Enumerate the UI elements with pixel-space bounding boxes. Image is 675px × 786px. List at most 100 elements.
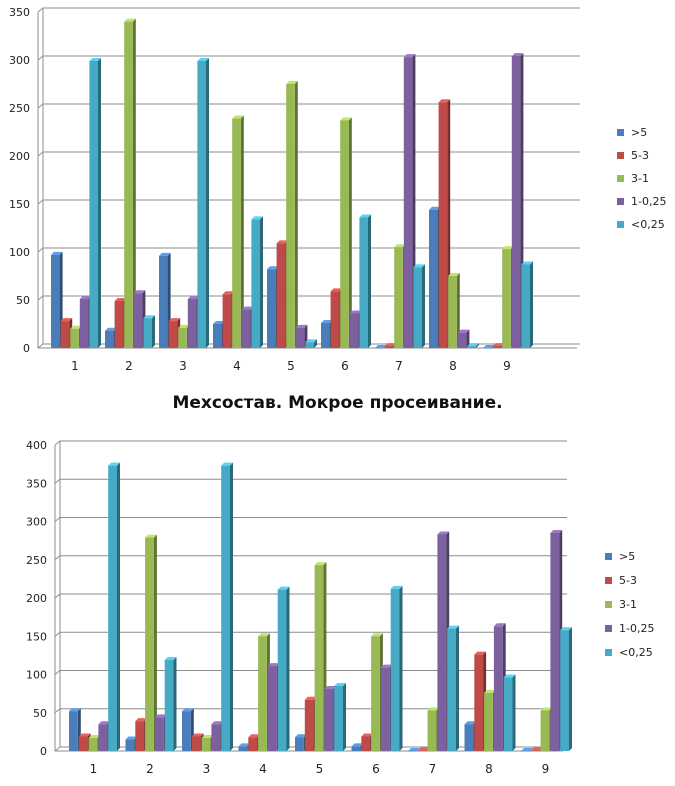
chart2-bar (295, 734, 307, 751)
chart1-bar (375, 345, 387, 349)
chart2-legend-swatch (605, 577, 612, 584)
chart1-legend-swatch (617, 175, 624, 182)
chart1-bar (124, 18, 136, 348)
chart1-gridline (37, 199, 580, 205)
chart2-bar (258, 633, 270, 751)
chart2-bar (390, 585, 403, 751)
chart1-ytick-label: 0 (23, 342, 30, 355)
chart1-legend-swatch (617, 198, 624, 205)
chart2-bar (98, 721, 111, 751)
chart1-legend-label: >5 (631, 126, 647, 139)
chart1-bar (251, 216, 263, 348)
chart2-bar (211, 721, 224, 751)
chart2-gridline (54, 708, 567, 714)
chart2-bar (437, 531, 450, 751)
chart2-bar (108, 462, 120, 751)
chart1-bar (483, 345, 495, 349)
chart1-bar (286, 81, 298, 348)
chart1-bar (457, 329, 470, 348)
chart2-ytick-label: 150 (26, 630, 47, 643)
chart2-gridline (54, 593, 567, 599)
chart2-bar (145, 534, 157, 751)
chart2-gridline (54, 670, 567, 675)
chart2-legend-label: <0,25 (619, 646, 653, 659)
chart2-bar (164, 656, 177, 751)
chart1-bar (340, 117, 352, 348)
chart2-xtick-label: 6 (372, 762, 380, 776)
chart2-bar (324, 686, 337, 751)
chart2-legend-swatch (605, 625, 612, 632)
chart1-ytick-label: 350 (9, 6, 30, 19)
chart2-bar (248, 734, 261, 751)
chart2-bar (493, 623, 506, 751)
chart1-xtick-label: 9 (503, 359, 511, 373)
chart2-bar (154, 714, 167, 751)
chart2-ytick-label: 50 (33, 707, 47, 720)
chart2-bar (69, 708, 81, 751)
chart2-ytick-label: 400 (26, 439, 47, 452)
chart2-bar (408, 748, 420, 752)
chart2-bar (361, 733, 374, 751)
chart2-xtick-label: 3 (203, 762, 211, 776)
chart2-bar (427, 707, 440, 751)
chart1-gridline (37, 55, 580, 61)
chart2-gridline (54, 631, 567, 637)
chart1-ytick-label: 50 (16, 294, 30, 307)
chart1-bar (359, 214, 371, 348)
chart1-bar (467, 343, 479, 348)
chart2-legend-swatch (605, 553, 612, 560)
chart1-gridline (37, 151, 580, 157)
chart2-bar (182, 708, 194, 751)
chart2-ytick-label: 100 (26, 669, 47, 682)
chart1-ytick-label: 300 (9, 54, 30, 67)
chart2-legend-label: 3-1 (619, 598, 637, 611)
chart1-bar (232, 115, 244, 348)
chart2-ytick-label: 250 (26, 554, 47, 567)
chart2-bar (277, 586, 290, 751)
chart2-legend-label: 1-0,25 (619, 622, 654, 635)
chart2-xtick-label: 5 (316, 762, 324, 776)
chart2-xtick-label: 1 (90, 762, 98, 776)
chart2-bar (484, 689, 496, 751)
chart1-legend-label: 1-0,25 (631, 195, 666, 208)
chart2-bar (191, 733, 204, 751)
chart2-xtick-label: 9 (542, 762, 550, 776)
chart1-xtick-label: 4 (233, 359, 241, 373)
chart2-xtick-label: 4 (259, 762, 267, 776)
chart2-ytick-label: 0 (40, 745, 47, 758)
chart1-gridline (37, 103, 580, 109)
chart2-bar (304, 696, 317, 751)
chart2-bar (380, 664, 393, 751)
chart2-bar (371, 633, 383, 751)
chart1-xtick-label: 5 (287, 359, 295, 373)
chart2-xtick-label: 7 (429, 762, 437, 776)
chart2-bar (521, 748, 533, 752)
chart1-gridline (37, 247, 580, 253)
chart2-bar (88, 734, 101, 751)
chart-1: 0 50 100 150 200 250 300 350 1 2 3 4 5 6 7 8 9 >5 5-3 3-1 1-… (9, 6, 666, 373)
chart2-legend-swatch (605, 601, 612, 608)
chart1-ytick-label: 200 (9, 150, 30, 163)
chart1-ytick-label: 250 (9, 102, 30, 115)
chart2-bar (267, 663, 280, 751)
chart2-bar (314, 562, 327, 751)
chart2-legend-label: >5 (619, 550, 635, 563)
chart2-ytick-label: 350 (26, 477, 47, 490)
chart2-xtick-label: 2 (146, 762, 154, 776)
chart1-xtick-label: 1 (71, 359, 79, 373)
chart2-xtick-label: 8 (485, 762, 493, 776)
chart1-legend-label: 5-3 (631, 149, 649, 162)
chart2-bar (201, 734, 214, 751)
chart2-bar (447, 625, 459, 751)
chart1-xtick-label: 3 (179, 359, 187, 373)
chart2-bar (334, 682, 346, 751)
chart2-bar (351, 743, 364, 751)
chart1-legend-label: 3-1 (631, 172, 649, 185)
chart1-xtick-label: 6 (341, 359, 349, 373)
chart2-bar (560, 627, 572, 751)
chart1-legend-swatch (617, 129, 624, 136)
chart2-gridline (54, 517, 567, 522)
chart1-bar (413, 264, 425, 348)
chart2-gridline (54, 440, 567, 446)
chart1-bar (448, 273, 460, 348)
